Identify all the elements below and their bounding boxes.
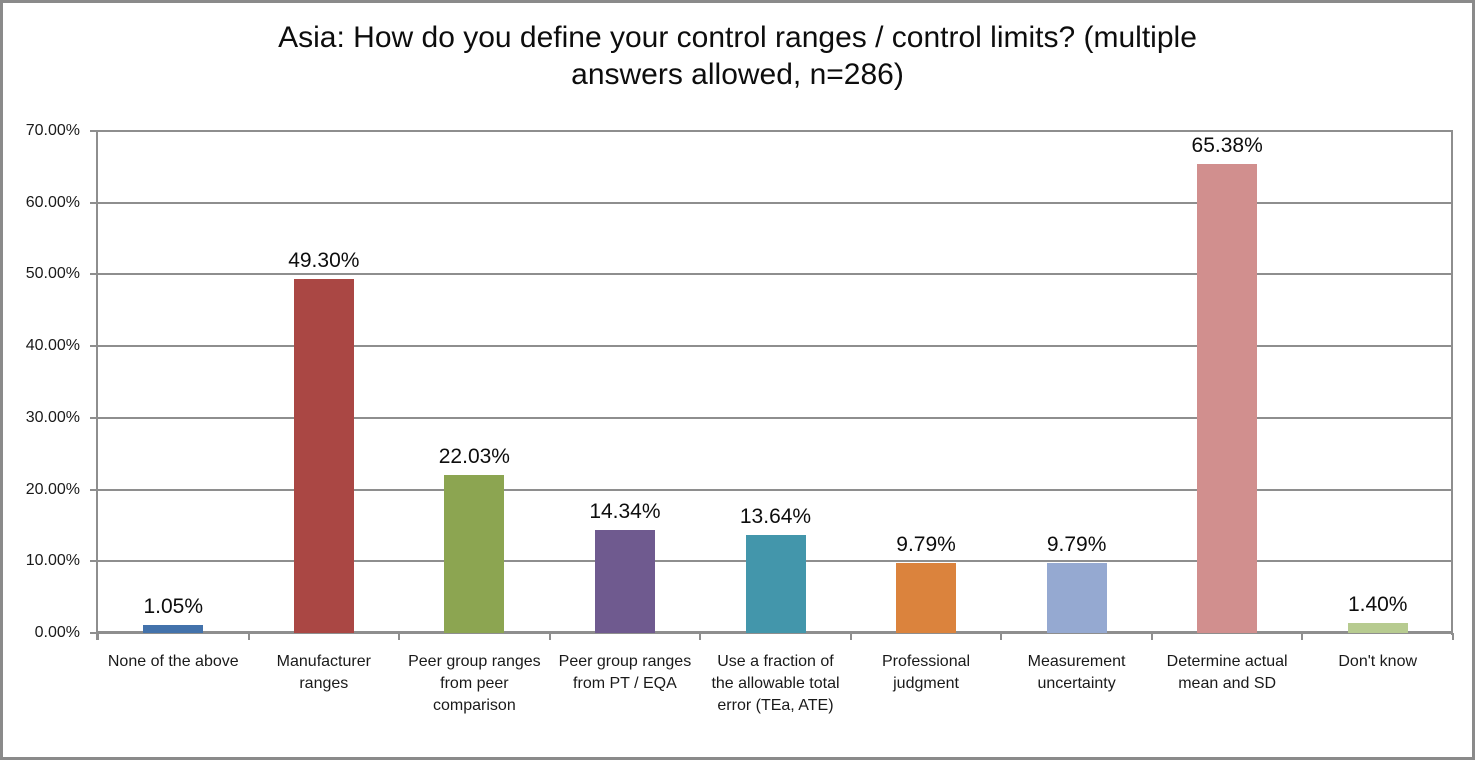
bar-9 bbox=[1347, 622, 1408, 633]
category-label-9: Don't know bbox=[1302, 651, 1453, 673]
y-axis-label-70.00%: 70.00% bbox=[25, 122, 80, 139]
category-label-6: Professional judgment bbox=[851, 651, 1002, 695]
category-label-text: Peer group ranges from peer comparison bbox=[408, 653, 541, 714]
category-label-7: Measurement uncertainty bbox=[1001, 651, 1152, 695]
bar-value-label-3: 22.03% bbox=[438, 445, 510, 469]
y-axis-label-50.00%: 50.00% bbox=[25, 265, 80, 283]
bar-value-label-6: 9.79% bbox=[896, 532, 956, 556]
gridline-60.00% bbox=[98, 201, 1453, 204]
y-axis-label-30.00%: 30.00% bbox=[25, 408, 80, 426]
x-axis-tick bbox=[548, 633, 551, 640]
gridline-20.00% bbox=[98, 488, 1453, 491]
category-label-2: Manufacturer ranges bbox=[249, 651, 400, 695]
bar-6 bbox=[896, 562, 957, 633]
y-axis-label-20.00%: 20.00% bbox=[25, 480, 80, 498]
category-label-text: Measurement uncertainty bbox=[1027, 653, 1126, 692]
chart-title-line2: answers allowed, n=286) bbox=[571, 58, 904, 91]
x-axis-tick bbox=[97, 633, 99, 640]
bar-value-label-5: 13.64% bbox=[739, 505, 812, 529]
bar-5 bbox=[745, 535, 806, 633]
bar-value-label-9: 1.40% bbox=[1347, 592, 1408, 616]
y-axis-tick bbox=[90, 632, 98, 634]
y-axis-label-10.00%: 10.00% bbox=[25, 552, 80, 570]
category-label-8: Determine actual mean and SD bbox=[1152, 651, 1303, 695]
y-axis-tick bbox=[90, 201, 98, 204]
category-label-text: Manufacturer ranges bbox=[276, 653, 371, 692]
x-axis-tick bbox=[849, 633, 852, 640]
y-axis-label-40.00%: 40.00% bbox=[25, 337, 80, 355]
plot-area: 1.05% 49.30% 22.03% 14.34% 13.64% 9.79% 9.79% 6… bbox=[90, 130, 1453, 634]
x-axis-tick bbox=[1301, 633, 1304, 640]
x-axis-tick bbox=[1150, 633, 1153, 640]
gridline-30.00% bbox=[98, 416, 1453, 419]
y-axis-tick bbox=[90, 345, 98, 348]
bar-7 bbox=[1046, 562, 1107, 633]
bar-4 bbox=[594, 530, 655, 633]
y-axis-tick bbox=[90, 130, 98, 132]
bar-1 bbox=[143, 625, 204, 633]
y-axis-tick bbox=[90, 560, 98, 563]
gridline-40.00% bbox=[98, 345, 1453, 348]
bar-value-label-8: 65.38% bbox=[1191, 134, 1263, 158]
category-label-text: None of the above bbox=[107, 653, 239, 670]
bar-value-label-1: 1.05% bbox=[143, 595, 204, 619]
chart-title-line1: Asia: How do you define your control ran… bbox=[278, 21, 1197, 54]
y-axis-label-60.00%: 60.00% bbox=[25, 193, 80, 211]
x-axis-tick bbox=[1452, 633, 1454, 640]
category-label-text: Use a fraction of the allowable total er… bbox=[711, 653, 840, 714]
y-axis-tick bbox=[90, 273, 98, 276]
gridline-50.00% bbox=[98, 273, 1453, 276]
gridline-70.00% bbox=[98, 130, 1453, 132]
x-axis-tick bbox=[247, 633, 250, 640]
y-axis-tick bbox=[90, 416, 98, 419]
bar-3 bbox=[444, 475, 505, 633]
bar-value-label-7: 9.79% bbox=[1046, 532, 1107, 556]
x-axis-tick bbox=[699, 633, 702, 640]
category-label-text: Professional judgment bbox=[882, 653, 971, 692]
bar-value-label-2: 49.30% bbox=[288, 249, 360, 273]
bar-value-label-4: 14.34% bbox=[589, 500, 661, 524]
bar-2 bbox=[293, 279, 354, 633]
category-label-text: Don't know bbox=[1338, 653, 1418, 670]
category-label-text: Peer group ranges from PT / EQA bbox=[558, 653, 692, 692]
plot-right-border bbox=[1451, 131, 1453, 635]
y-axis-tick bbox=[90, 488, 98, 491]
y-axis-label-0.00%: 0.00% bbox=[34, 624, 80, 641]
category-label-1: None of the above bbox=[98, 651, 249, 673]
category-label-5: Use a fraction of the allowable total er… bbox=[700, 651, 851, 717]
category-label-4: Peer group ranges from PT / EQA bbox=[550, 651, 701, 695]
x-axis-tick bbox=[1000, 633, 1003, 640]
bar-8 bbox=[1197, 164, 1258, 633]
chart-title: Asia: How do you define your control ran… bbox=[3, 19, 1472, 93]
category-label-text: Determine actual mean and SD bbox=[1166, 653, 1288, 692]
x-axis-tick bbox=[398, 633, 401, 640]
gridline-0.00% bbox=[98, 632, 1453, 634]
y-axis-line bbox=[96, 131, 98, 640]
category-label-3: Peer group ranges from peer comparison bbox=[399, 651, 550, 717]
